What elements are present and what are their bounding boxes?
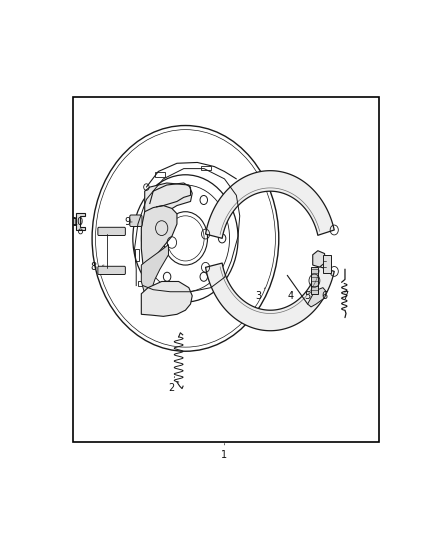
Text: 4: 4 <box>288 291 294 301</box>
Text: 2: 2 <box>169 376 175 393</box>
Bar <box>134 248 138 261</box>
Text: 6: 6 <box>321 291 328 301</box>
Polygon shape <box>311 267 318 294</box>
Bar <box>74 97 379 441</box>
FancyBboxPatch shape <box>130 215 142 227</box>
Text: 3: 3 <box>255 288 265 301</box>
Bar <box>155 172 165 177</box>
Text: 10: 10 <box>72 217 84 227</box>
Bar <box>201 166 211 170</box>
Text: 7: 7 <box>342 291 348 301</box>
Polygon shape <box>205 263 334 330</box>
Text: 5: 5 <box>304 291 311 301</box>
Polygon shape <box>323 255 332 273</box>
Bar <box>228 190 237 195</box>
Polygon shape <box>307 288 326 307</box>
Text: 9: 9 <box>125 217 132 227</box>
Polygon shape <box>77 213 85 230</box>
Polygon shape <box>145 183 192 216</box>
Bar <box>138 281 146 286</box>
FancyBboxPatch shape <box>98 266 125 274</box>
Text: 1: 1 <box>222 443 227 461</box>
FancyBboxPatch shape <box>98 227 125 236</box>
Polygon shape <box>141 245 169 295</box>
Polygon shape <box>313 251 325 267</box>
Polygon shape <box>141 206 177 266</box>
Polygon shape <box>205 171 334 238</box>
Text: 8: 8 <box>91 262 104 272</box>
Polygon shape <box>141 281 192 317</box>
